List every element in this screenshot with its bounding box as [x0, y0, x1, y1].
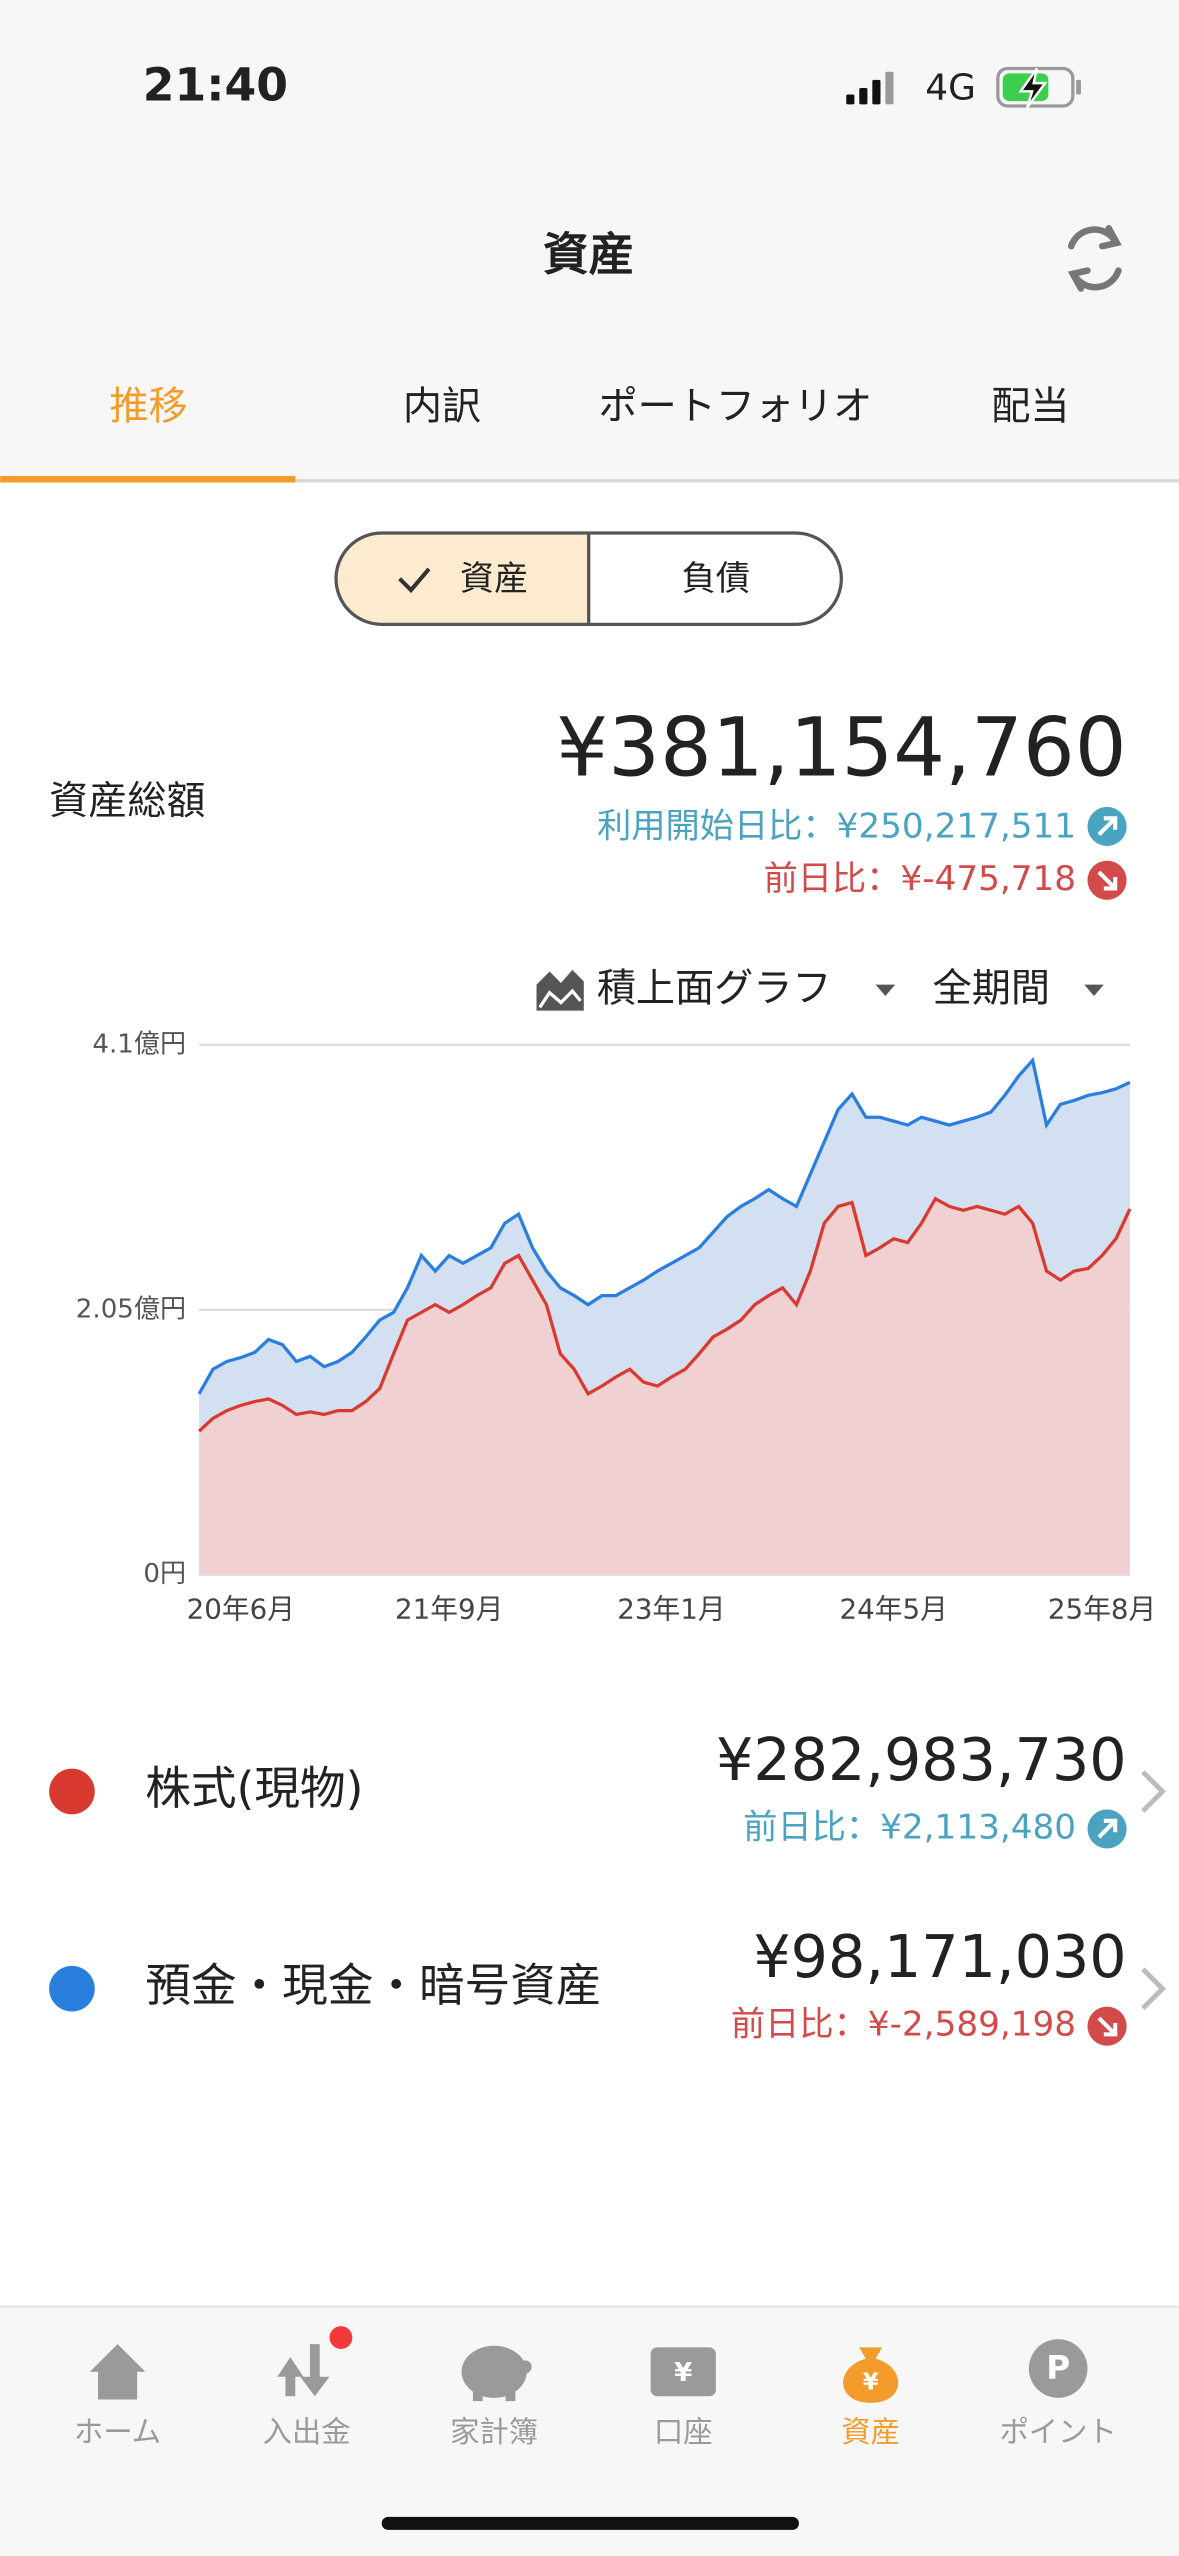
chevron	[1141, 1770, 1166, 1813]
toggle-option[interactable]: 資産	[460, 559, 528, 599]
chart-type-select[interactable]: 積上面グラフ	[597, 967, 832, 1012]
signal-icon	[846, 71, 894, 105]
summary-label: 資産総額	[49, 779, 205, 824]
series-line	[197, 1196, 1132, 1433]
chart: 0円 2.05億円 4.1億円 20年6月 21年9月 23年1月 24年5月 25年8月	[76, 1029, 1156, 1625]
legend-dot	[49, 1768, 95, 1815]
tab[interactable]: ポートフォリオ	[599, 385, 873, 430]
y-tick-label: 2.05億円	[76, 1294, 186, 1324]
down-arrow-icon	[1087, 860, 1127, 900]
since-start-change: 利用開始日比：¥250,217,511	[597, 807, 1076, 847]
tab[interactable]: 内訳	[403, 385, 481, 430]
battery-icon	[996, 66, 1081, 109]
home-indicator	[381, 2516, 799, 2530]
day-change: 前日比：¥-475,718	[764, 859, 1077, 899]
tab[interactable]: 推移	[109, 385, 187, 430]
legend-name: 預金・現金・暗号資産	[145, 1959, 601, 2012]
chevron	[1141, 1967, 1166, 2011]
network-label: 4G	[925, 68, 976, 109]
nav-item[interactable]: ポイント	[999, 2415, 1116, 2449]
nav-icons: ¥ P	[89, 2339, 1088, 2402]
asset-toggle[interactable]	[334, 531, 843, 626]
area-fill	[199, 1060, 1130, 1432]
status-time: 21:40	[143, 59, 288, 112]
trend-arrow	[1097, 1818, 1118, 1839]
y-tick-label: 0円	[143, 1559, 186, 1589]
nav-item[interactable]: 家計簿	[450, 2415, 538, 2449]
top-bar-bg	[0, 0, 1179, 481]
p-glyph: P	[1046, 2349, 1070, 2387]
nav-item[interactable]: 入出金	[263, 2415, 351, 2449]
breakdown-row[interactable]: 株式(現物) ¥282,983,730 前日比：¥2,113,480	[49, 1726, 1166, 1849]
row-amount: ¥98,171,030	[753, 1923, 1126, 1991]
trend-arrow	[1097, 2016, 1118, 2037]
nav-item[interactable]: ホーム	[74, 2415, 161, 2449]
breakdown-list: 株式(現物) ¥282,983,730 前日比：¥2,113,480 預金・現金・暗号…	[49, 1726, 1166, 2046]
series-line	[197, 1056, 1131, 1395]
refresh-button[interactable]	[1067, 224, 1122, 292]
dropdown-caret	[875, 984, 896, 996]
up-arrow-icon	[1087, 806, 1127, 847]
svg-text:¥: ¥	[863, 2370, 879, 2396]
toggle-option[interactable]: 負債	[682, 559, 750, 599]
nav-item[interactable]: 口座	[654, 2415, 713, 2449]
nav-bg	[0, 2306, 1179, 2556]
legend-name: 株式(現物)	[145, 1762, 363, 1815]
row-amount: ¥282,983,730	[716, 1726, 1127, 1794]
x-tick-label: 24年5月	[840, 1593, 948, 1626]
row-change: 前日比：¥2,113,480	[743, 1807, 1076, 1847]
x-tick-label: 25年8月	[1048, 1593, 1156, 1626]
y-tick-label: 4.1億円	[92, 1029, 186, 1059]
period-select[interactable]: 全期間	[933, 967, 1050, 1012]
chart-type-icon	[536, 969, 584, 1011]
yen-glyph: ¥	[674, 2358, 692, 2388]
legend-dot	[49, 1965, 95, 2012]
row-change: 前日比：¥-2,589,198	[731, 2005, 1076, 2045]
page-title: 資産	[543, 228, 634, 281]
nav-icon-active: ¥	[843, 2347, 899, 2403]
tab[interactable]: 配当	[991, 385, 1069, 430]
badge	[329, 2326, 353, 2349]
x-tick-label: 20年6月	[187, 1593, 295, 1626]
x-tick-label: 21年9月	[395, 1593, 503, 1626]
area-fill	[199, 1198, 1130, 1575]
breakdown-row[interactable]: 預金・現金・暗号資産 ¥98,171,030 前日比：¥-2,589,198	[49, 1923, 1166, 2046]
tab-divider	[0, 479, 1179, 483]
nav-item[interactable]: 資産	[841, 2415, 900, 2449]
total-amount: ¥381,154,760	[556, 701, 1126, 796]
dropdown-caret	[1084, 984, 1104, 996]
x-tick-label: 23年1月	[617, 1593, 725, 1626]
tab-indicator	[0, 475, 296, 483]
